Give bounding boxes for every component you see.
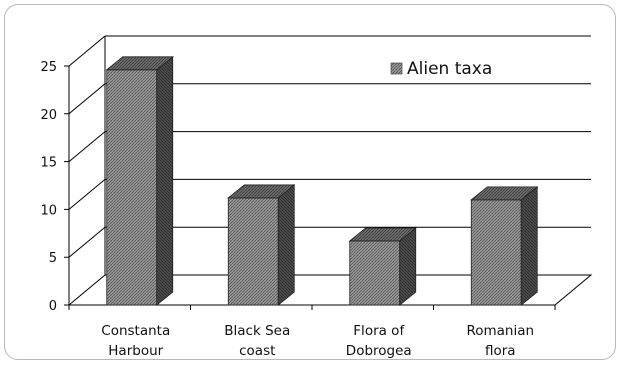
- x-category-label-line: Black Sea: [224, 323, 290, 339]
- y-tick-label: 25: [40, 60, 57, 75]
- bars: [105, 55, 539, 306]
- bar: [470, 185, 539, 306]
- gridline-diagonal: [68, 179, 106, 210]
- bar-top: [470, 186, 539, 201]
- gridline-diagonal: [68, 83, 106, 115]
- bar-top: [227, 184, 296, 199]
- x-category-labels: Constanta Harbour Black Sea coast Flora of Do…: [101, 323, 534, 359]
- legend-swatch: [390, 62, 403, 75]
- y-tick-label: 10: [40, 203, 57, 218]
- bar-side: [156, 55, 174, 306]
- bar-front: [106, 69, 158, 306]
- gridline-diagonal: [68, 35, 106, 67]
- x-category-label-line: Flora of: [353, 323, 405, 339]
- x-category-label-line: Constanta: [101, 323, 170, 339]
- bar: [348, 227, 417, 306]
- y-tick-label: 5: [49, 251, 57, 266]
- bar-side: [520, 185, 538, 306]
- bar: [105, 55, 174, 306]
- y-tick-label: 15: [40, 156, 57, 171]
- x-category-label-line: Harbour: [108, 343, 163, 359]
- x-category-label: Constanta Harbour: [101, 323, 170, 359]
- y-tick-labels: 0 5 10 15 20 25: [40, 60, 57, 314]
- legend-label: Alien taxa: [407, 59, 492, 79]
- gridline-diagonal: [68, 131, 106, 162]
- x-category-label: Romanian flora: [466, 323, 534, 359]
- bar-side: [277, 184, 295, 306]
- bar-top: [348, 227, 417, 242]
- bar-chart: 0 5 10 15 20 25 Constanta Harbour Black Sea coas…: [40, 35, 593, 359]
- bar-front: [470, 199, 522, 306]
- x-category-label-line: Dobrogea: [346, 343, 412, 359]
- y-tick-label: 20: [40, 108, 57, 123]
- x-category-label: Flora of Dobrogea: [346, 323, 412, 359]
- bar-front: [227, 197, 279, 306]
- y-tick-label: 0: [49, 299, 57, 314]
- gridline-diagonal: [68, 226, 106, 258]
- bar-front: [349, 240, 401, 306]
- x-category-label-line: flora: [485, 343, 516, 359]
- chart-frame: 0 5 10 15 20 25 Constanta Harbour Black Sea coas…: [4, 4, 616, 360]
- legend: Alien taxa: [390, 59, 492, 79]
- bar: [227, 184, 296, 306]
- x-category-label-line: coast: [239, 343, 275, 359]
- bar-top: [105, 56, 174, 71]
- x-category-label: Black Sea coast: [224, 323, 290, 359]
- x-category-label-line: Romanian: [466, 323, 534, 339]
